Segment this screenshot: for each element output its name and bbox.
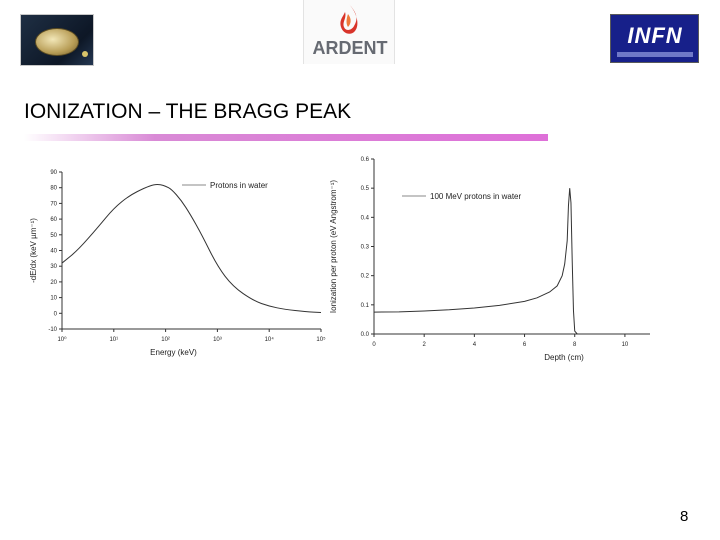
y-tick-label: 30 bbox=[50, 264, 57, 270]
y-tick-label: 10 bbox=[50, 296, 57, 302]
page-number: 8 bbox=[680, 508, 689, 525]
y-tick-label: 0.1 bbox=[361, 303, 370, 309]
x-tick-label: 2 bbox=[423, 342, 427, 348]
x-tick-label: 10⁰ bbox=[57, 336, 67, 343]
medal-logo bbox=[20, 14, 94, 66]
y-tick-label: 0.3 bbox=[361, 245, 370, 251]
legend-label: 100 MeV protons in water bbox=[430, 192, 521, 201]
bragg-curve-chart: 0 2 4 6 8 10 0.0 0.1 0.2 0.3 0.4 0.5 0.6 Depth (cm) Io… bbox=[329, 157, 650, 362]
y-tick-label: 0.2 bbox=[361, 274, 370, 280]
y-tick-label: 0.0 bbox=[361, 332, 370, 338]
x-tick-label: 4 bbox=[473, 342, 477, 348]
x-tick-label: 10¹ bbox=[109, 337, 118, 343]
x-tick-label: 8 bbox=[573, 342, 577, 348]
x-tick-label: 10³ bbox=[213, 337, 222, 343]
series-line bbox=[61, 184, 322, 314]
x-tick-label: 0 bbox=[372, 342, 376, 348]
title-divider bbox=[24, 134, 548, 141]
medal-coin-icon bbox=[35, 28, 79, 56]
y-axis-label: -dE/dx (keV µm⁻¹) bbox=[29, 218, 38, 283]
ardent-wordmark: ARDENT bbox=[312, 38, 388, 58]
y-tick-label: 60 bbox=[50, 217, 57, 223]
series-line bbox=[373, 188, 578, 335]
infn-wordmark: INFN bbox=[627, 23, 683, 48]
y-tick-label: 90 bbox=[50, 170, 57, 176]
y-tick-label: 40 bbox=[50, 249, 57, 255]
stopping-power-chart: 10⁰ 10¹ 10² 10³ 10⁴ 10⁵ -10 0 10 20 30 40 50 60 70 80 90… bbox=[29, 170, 326, 357]
medal-dot-icon bbox=[82, 51, 88, 57]
x-tick-label: 10 bbox=[622, 342, 629, 348]
y-tick-label: 70 bbox=[50, 201, 57, 207]
x-axis-label: Depth (cm) bbox=[544, 353, 584, 362]
infn-logo: INFN bbox=[610, 14, 699, 63]
ardent-logo: ARDENT bbox=[303, 0, 395, 64]
y-tick-label: 0.6 bbox=[361, 157, 370, 163]
page-title: IONIZATION – THE BRAGG PEAK bbox=[24, 100, 352, 123]
x-tick-label: 6 bbox=[523, 342, 527, 348]
y-tick-label: 0.5 bbox=[361, 186, 370, 192]
x-tick-label: 10⁴ bbox=[265, 336, 275, 343]
x-axis-label: Energy (keV) bbox=[150, 348, 197, 357]
flame-icon bbox=[340, 4, 358, 34]
infn-underline bbox=[617, 52, 693, 57]
y-tick-label: 0.4 bbox=[361, 215, 370, 221]
x-tick-label: 10² bbox=[161, 337, 170, 343]
y-tick-label: 80 bbox=[50, 186, 57, 192]
y-tick-label: 50 bbox=[50, 233, 57, 239]
y-tick-label: -10 bbox=[48, 327, 57, 333]
y-axis-label: Ionization per proton (eV Angstrom⁻¹) bbox=[329, 180, 338, 314]
y-tick-label: 20 bbox=[50, 280, 57, 286]
y-tick-label: 0 bbox=[54, 311, 58, 317]
x-tick-label: 10⁵ bbox=[316, 336, 326, 343]
legend-label: Protons in water bbox=[210, 181, 268, 190]
